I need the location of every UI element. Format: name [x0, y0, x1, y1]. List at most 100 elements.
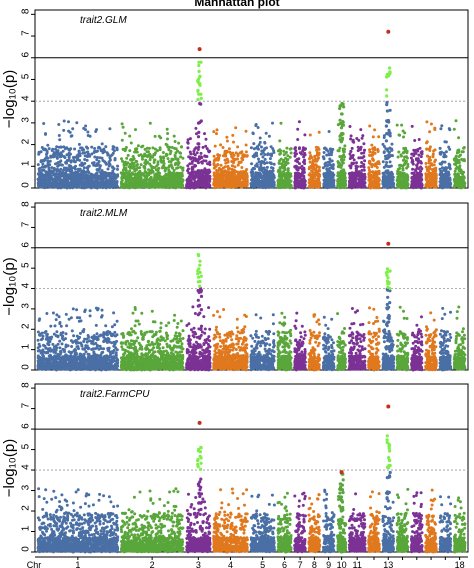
snp-point	[48, 159, 52, 163]
snp-point	[138, 172, 142, 176]
snp-point	[212, 163, 216, 167]
snp-point	[62, 145, 66, 149]
snp-point	[417, 138, 421, 141]
snp-point	[162, 159, 166, 163]
snp-point	[225, 139, 229, 143]
snp-point	[278, 152, 282, 156]
snp-point	[157, 166, 161, 170]
snp-point	[130, 177, 134, 181]
snp-point	[377, 183, 381, 187]
snp-point	[200, 169, 204, 172]
snp-point	[94, 172, 98, 176]
snp-point	[55, 168, 59, 171]
snp-point	[249, 146, 253, 150]
snp-point	[293, 181, 297, 185]
snp-point	[302, 153, 306, 157]
snp-point	[51, 181, 55, 185]
snp-point	[100, 142, 104, 146]
snp-point	[313, 179, 317, 183]
snp-point	[78, 158, 82, 162]
snp-point	[212, 182, 216, 186]
snp-point	[278, 139, 282, 143]
snp-point	[236, 145, 240, 149]
y-tick-label: 7	[20, 30, 31, 36]
snp-point	[82, 169, 85, 173]
snp-point	[405, 156, 409, 160]
snp-point	[142, 173, 146, 177]
snp-point	[410, 180, 414, 183]
snp-point	[50, 166, 54, 170]
snp-point	[270, 181, 274, 185]
snp-point	[244, 143, 248, 147]
snp-point	[80, 171, 84, 175]
snp-point	[99, 182, 103, 186]
snp-point	[351, 140, 355, 143]
snp-point	[363, 159, 367, 163]
snp-point	[115, 173, 119, 177]
snp-point	[85, 183, 89, 187]
snp-point	[245, 174, 249, 178]
panels: 012345678−log₁₀(p)trait2.GLM012345678−lo…	[1, 8, 469, 554]
snp-point	[47, 147, 51, 151]
snp-point	[176, 185, 180, 189]
snp-point	[330, 159, 334, 163]
y-tick-label: 8	[21, 8, 32, 14]
snp-point	[358, 177, 362, 181]
snp-point	[51, 147, 55, 151]
snp-point	[135, 160, 139, 163]
snp-point	[212, 154, 216, 158]
snp-point	[187, 186, 191, 190]
snp-point	[163, 168, 167, 172]
snp-point	[172, 180, 176, 184]
y-axis-title: −log₁₀(p)	[1, 70, 18, 128]
snp-point	[400, 183, 404, 187]
snp-point	[312, 175, 316, 179]
snp-point	[61, 149, 65, 153]
snp-point	[69, 160, 73, 164]
snp-point	[371, 181, 375, 185]
snp-point	[279, 157, 283, 161]
snp-point	[136, 163, 139, 166]
snp-point	[250, 162, 254, 166]
snp-point	[54, 174, 58, 178]
snp-point	[349, 137, 353, 141]
snp-point	[134, 148, 138, 152]
snp-point	[317, 147, 321, 151]
snp-point	[74, 185, 78, 189]
snp-point	[40, 179, 44, 183]
snp-point	[98, 146, 102, 150]
snp-point	[361, 134, 365, 138]
snp-point	[144, 184, 148, 188]
snp-point	[226, 167, 230, 171]
snp-point	[105, 181, 109, 185]
snp-point	[396, 169, 400, 173]
snp-point	[88, 174, 92, 178]
snp-point	[352, 161, 356, 165]
panel-frame	[34, 9, 469, 189]
snp-point	[303, 162, 307, 166]
snp-point	[276, 179, 280, 183]
snp-point	[353, 178, 357, 182]
snp-point	[170, 185, 173, 189]
snp-point	[113, 158, 117, 162]
snp-point	[121, 159, 124, 163]
snp-point	[173, 163, 177, 167]
snp-point	[284, 161, 287, 165]
snp-point	[349, 179, 353, 183]
snp-point	[215, 132, 218, 136]
snp-point	[308, 172, 312, 176]
snp-point	[143, 165, 147, 169]
snp-point	[65, 153, 69, 157]
snp-point	[349, 166, 353, 170]
snp-point	[180, 145, 183, 149]
snp-point	[342, 182, 346, 186]
snp-point	[140, 179, 144, 183]
snp-point	[174, 157, 178, 161]
snp-point	[189, 171, 193, 175]
snp-point	[417, 167, 420, 171]
snp-point	[147, 146, 151, 150]
snp-point	[255, 163, 259, 167]
snp-point	[376, 176, 379, 179]
snp-point	[129, 182, 132, 185]
snp-point	[302, 183, 306, 187]
